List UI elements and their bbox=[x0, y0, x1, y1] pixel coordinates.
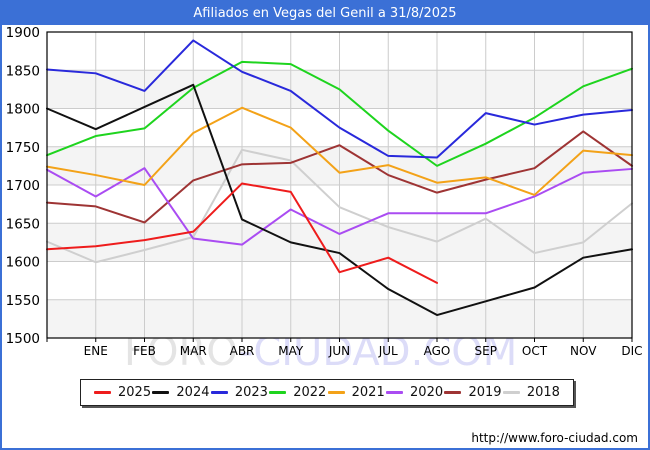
legend-swatch-2023 bbox=[210, 391, 228, 394]
legend-label-2022: 2022 bbox=[293, 385, 327, 400]
chart-title: Afiliados en Vegas del Genil a 31/8/2025 bbox=[2, 2, 648, 25]
y-tick-label: 1900 bbox=[6, 25, 40, 41]
legend-swatch-2025 bbox=[94, 391, 111, 394]
x-tick-label: MAY bbox=[278, 344, 304, 358]
plot-border bbox=[46, 31, 633, 339]
x-tick-label: OCT bbox=[522, 344, 548, 358]
legend-swatch-2018 bbox=[502, 391, 520, 394]
series-line-2021 bbox=[46, 106, 633, 196]
series-line-2020 bbox=[46, 167, 633, 246]
x-tick-label: MAR bbox=[180, 344, 207, 358]
y-tick-label: 1700 bbox=[6, 178, 40, 194]
legend-item-2023: 2023 bbox=[210, 385, 268, 400]
legend-swatch-2021 bbox=[327, 391, 345, 394]
legend-item-2018: 2018 bbox=[502, 385, 560, 400]
series-line-2019 bbox=[46, 130, 633, 224]
series-line-2018 bbox=[46, 148, 633, 264]
footer-url: http://www.foro-ciudad.com bbox=[471, 431, 638, 445]
series-line-2023 bbox=[46, 39, 633, 159]
legend-item-2020: 2020 bbox=[386, 386, 443, 399]
legend-item-2025: 2025 bbox=[94, 386, 151, 399]
x-tick-label: JUN bbox=[328, 344, 350, 358]
legend-item-2021: 2021 bbox=[327, 385, 385, 400]
legend-label-2023: 2023 bbox=[234, 385, 268, 400]
legend-label-2024: 2024 bbox=[176, 385, 210, 400]
x-tick-label: AGO bbox=[424, 344, 451, 358]
y-tick-label: 1800 bbox=[6, 102, 40, 118]
legend-swatch-2022 bbox=[269, 391, 287, 394]
legend-label-2020: 2020 bbox=[410, 385, 444, 400]
y-tick-label: 1500 bbox=[6, 331, 40, 347]
legend-swatch-2019 bbox=[444, 391, 462, 394]
x-tick-label: ABR bbox=[230, 344, 255, 358]
legend-swatch-2020 bbox=[386, 391, 404, 394]
x-tick-label: NOV bbox=[570, 344, 597, 358]
series-line-2025 bbox=[46, 182, 438, 284]
y-tick-label: 1550 bbox=[6, 293, 40, 309]
y-tick-label: 1750 bbox=[6, 140, 40, 156]
x-tick-label: DIC bbox=[621, 344, 642, 358]
legend-item-2022: 2022 bbox=[269, 386, 326, 399]
x-tick-label: SEP bbox=[475, 344, 497, 358]
x-tick-label: FEB bbox=[133, 344, 156, 358]
y-tick-label: 1850 bbox=[6, 63, 40, 79]
y-tick-label: 1650 bbox=[6, 216, 40, 232]
series-line-2022 bbox=[46, 60, 633, 167]
y-tick-label: 1600 bbox=[6, 255, 40, 271]
legend-label-2018: 2018 bbox=[526, 385, 560, 400]
x-tick-label: ENE bbox=[84, 344, 108, 358]
series-line-2024 bbox=[46, 83, 633, 317]
legend-label-2021: 2021 bbox=[351, 385, 385, 400]
legend-swatch-2024 bbox=[152, 391, 170, 394]
legend-item-2019: 2019 bbox=[444, 385, 502, 400]
legend-label-2025: 2025 bbox=[118, 385, 152, 400]
x-tick-label: JUL bbox=[378, 344, 398, 358]
legend-item-2024: 2024 bbox=[152, 385, 210, 400]
legend: 2025 2024 2023 2022 2021 2020 2019 2018 bbox=[80, 379, 574, 406]
legend-label-2019: 2019 bbox=[468, 385, 502, 400]
